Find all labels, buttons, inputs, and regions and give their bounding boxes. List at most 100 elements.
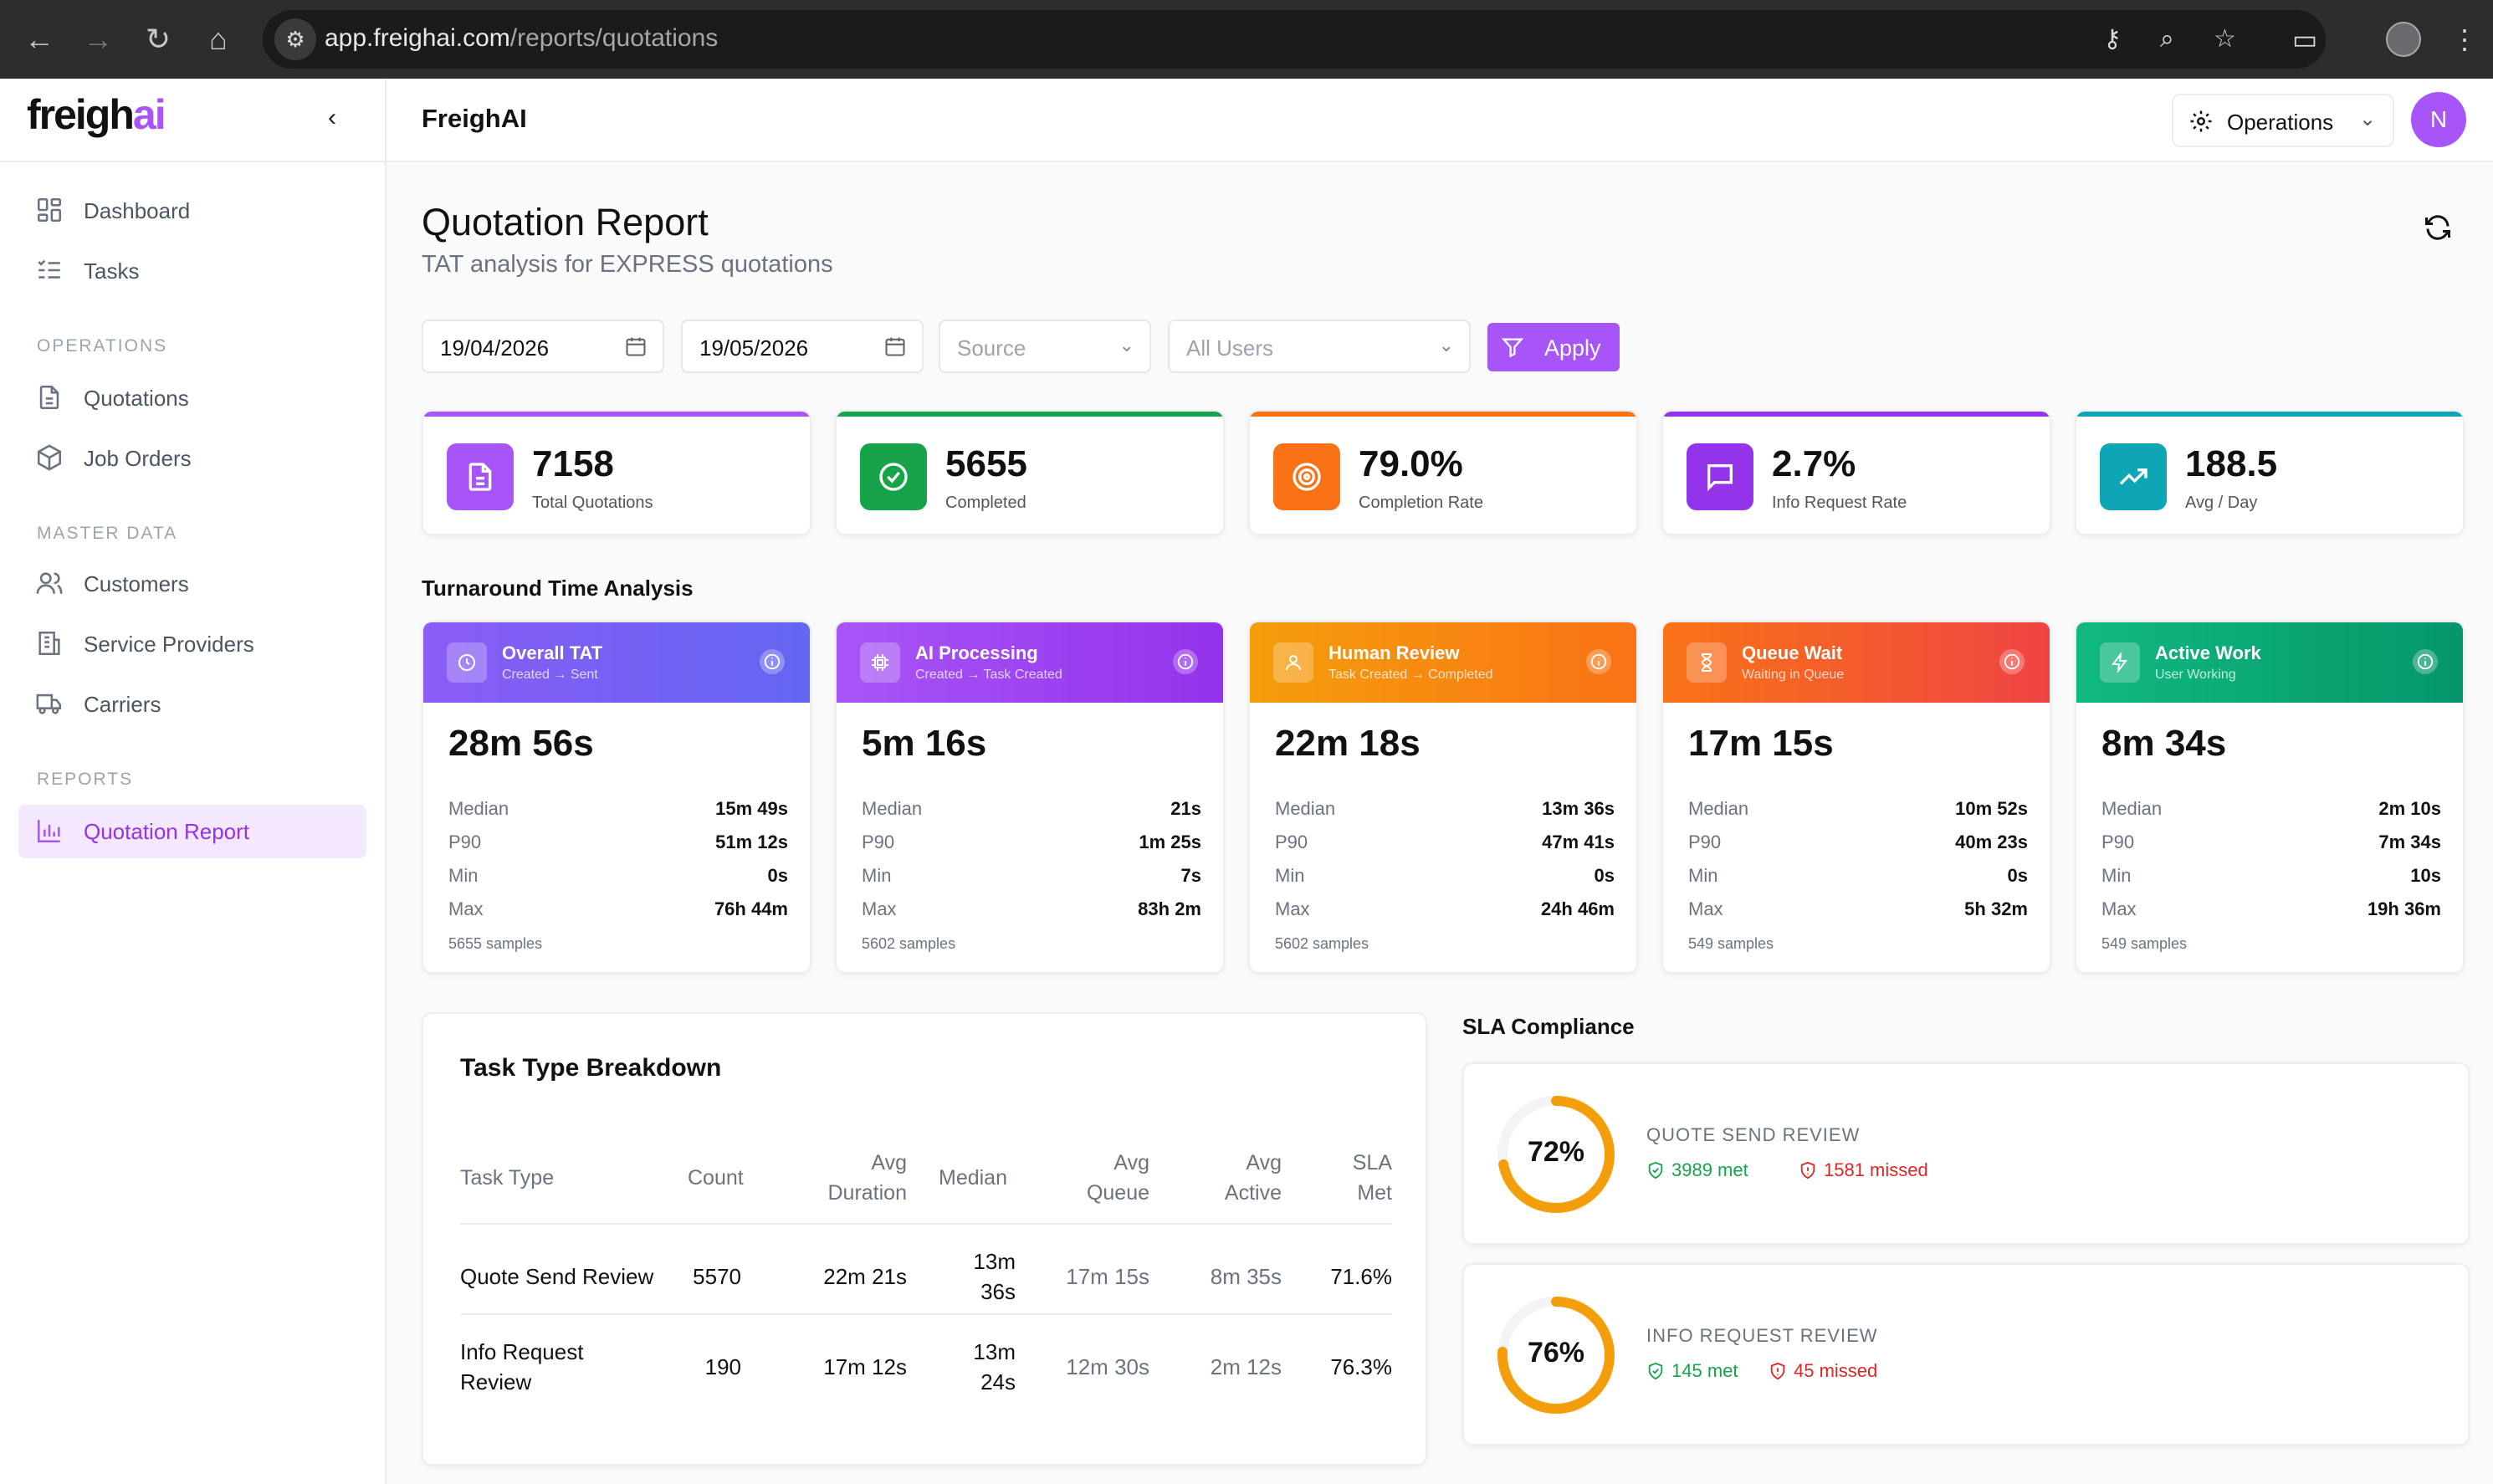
col-header-avg-duration: Avg Duration: [827, 1151, 908, 1205]
sla-met: 3989 met: [1646, 1159, 1748, 1181]
stat-card-total-quotations: 7158 Total Quotations: [422, 410, 811, 535]
refresh-icon[interactable]: [2423, 212, 2453, 243]
user-avatar[interactable]: N: [2411, 92, 2466, 147]
menu-dots-icon[interactable]: ⋮: [2451, 24, 2478, 54]
check-circle-icon: [860, 443, 927, 510]
date-from-input[interactable]: 19/04/2026: [422, 320, 664, 373]
breakdown-title: Task Type Breakdown: [460, 1054, 722, 1082]
tat-section-title: Turnaround Time Analysis: [422, 576, 694, 601]
shield-alert-icon: [1770, 1362, 1785, 1380]
page-title: Quotation Report: [422, 201, 709, 243]
tasks-icon: [38, 259, 60, 279]
sidebar-item-tasks[interactable]: Tasks: [18, 244, 366, 298]
p90-label: P90: [2101, 832, 2135, 852]
min-label: Min: [2101, 865, 2132, 886]
reload-icon[interactable]: ↻: [145, 22, 171, 56]
sidebar-item-label: Job Orders: [84, 446, 192, 471]
logo[interactable]: freighai: [27, 91, 166, 138]
section-title-operations: OPERATIONS: [37, 336, 168, 356]
sidebar-item-carriers[interactable]: Carriers: [18, 678, 366, 731]
tat-card-queue-wait: Queue Wait Waiting in Queue 17m 15s Medi…: [1661, 621, 2051, 974]
users-placeholder: All Users: [1186, 335, 1274, 361]
info-icon[interactable]: [2413, 649, 2438, 674]
collapse-sidebar-icon[interactable]: ‹: [328, 104, 336, 131]
tat-card-title: AI Processing: [915, 642, 1038, 663]
workspace-label: Operations: [2227, 110, 2334, 135]
sidebar-item-label: Quotation Report: [84, 819, 250, 844]
url-text[interactable]: app.freighai.com/reports/quotations: [325, 24, 719, 52]
tat-card-ai-processing: AI Processing Created → Task Created 5m …: [835, 621, 1225, 974]
cell-avg-duration: 17m 12s: [823, 1354, 907, 1379]
users-select[interactable]: All Users ⌄: [1168, 320, 1471, 373]
sidebar-item-label: Carriers: [84, 692, 161, 717]
chevron-down-icon: ⌄: [1119, 335, 1134, 356]
stat-card-completion-rate: 79.0% Completion Rate: [1248, 410, 1638, 535]
sidebar-item-label: Dashboard: [84, 198, 191, 223]
zoom-icon[interactable]: ⌕: [2160, 25, 2174, 53]
max-label: Max: [448, 898, 484, 919]
site-info-icon[interactable]: ⚙: [274, 18, 316, 60]
cell-avg-active: 8m 35s: [1210, 1264, 1282, 1289]
info-icon[interactable]: [1999, 649, 2025, 674]
tat-card-desc: Created → Task Created: [915, 668, 1062, 682]
key-icon[interactable]: ⚷: [2103, 25, 2122, 53]
lightning-icon: [2100, 642, 2140, 683]
address-bar[interactable]: ⚙ app.freighai.com/reports/quotations ⚷ …: [263, 10, 2326, 69]
forward-icon[interactable]: →: [83, 22, 113, 56]
trending-up-icon: [2100, 443, 2167, 510]
tat-card-title: Queue Wait: [1742, 642, 1843, 663]
building-icon: [38, 631, 60, 656]
shield-alert-icon: [1800, 1161, 1815, 1180]
tat-card-desc: User Working: [2155, 668, 2236, 682]
sidebar-item-dashboard[interactable]: Dashboard: [18, 184, 366, 238]
workspace-selector[interactable]: Operations ⌄: [2172, 94, 2394, 147]
tat-card-desc: Task Created → Completed: [1328, 668, 1493, 682]
col-header-count: Count: [688, 1166, 744, 1190]
sidebar-item-label: Tasks: [84, 258, 140, 284]
sidebar-item-service-providers[interactable]: Service Providers: [18, 617, 366, 671]
calendar-icon: [626, 337, 646, 356]
median-label: Median: [448, 798, 509, 819]
home-icon[interactable]: ⌂: [209, 22, 228, 56]
tat-card-active-work: Active Work User Working 8m 34s Median 2m…: [2075, 621, 2465, 974]
gear-icon: [2190, 110, 2212, 132]
sample-count: 549 samples: [2101, 935, 2188, 952]
sidebar-item-job-orders[interactable]: Job Orders: [18, 432, 366, 485]
min-value: 7s: [1180, 865, 1201, 886]
info-icon[interactable]: [1173, 649, 1198, 674]
tab-search-icon[interactable]: ▭: [2292, 24, 2318, 54]
sla-progress-ring: [1497, 1297, 1615, 1414]
cell-median: 13m 36s: [973, 1249, 1016, 1304]
apply-button[interactable]: Apply: [1487, 323, 1620, 371]
sample-count: 5602 samples: [1275, 935, 1369, 952]
bookmark-star-icon[interactable]: ☆: [2214, 25, 2236, 53]
sla-percent: 76%: [1527, 1337, 1585, 1369]
profile-avatar[interactable]: [2386, 22, 2421, 57]
source-select[interactable]: Source ⌄: [939, 320, 1151, 373]
bar-chart-icon: [37, 820, 60, 843]
tat-value: 22m 18s: [1275, 723, 1421, 764]
stat-label: Info Request Rate: [1772, 494, 1907, 512]
main-content: Quotation Report TAT analysis for EXPRES…: [386, 164, 2493, 1484]
info-icon[interactable]: [760, 649, 785, 674]
cell-avg-active: 2m 12s: [1210, 1354, 1282, 1379]
truck-icon: [36, 693, 62, 714]
cell-avg-queue: 17m 15s: [1066, 1264, 1149, 1289]
sidebar-item-label: Customers: [84, 571, 189, 596]
date-to-input[interactable]: 19/05/2026: [681, 320, 924, 373]
median-value: 15m 49s: [715, 798, 788, 819]
stat-value: 7158: [532, 443, 614, 484]
p90-value: 40m 23s: [1955, 832, 2028, 852]
min-label: Min: [448, 865, 479, 886]
median-value: 13m 36s: [1542, 798, 1615, 819]
back-icon[interactable]: ←: [24, 22, 54, 56]
sidebar-item-quotation-report[interactable]: Quotation Report: [18, 805, 366, 858]
stat-value: 188.5: [2185, 443, 2278, 484]
sidebar-item-customers[interactable]: Customers: [18, 557, 366, 611]
tat-value: 5m 16s: [862, 723, 987, 764]
stat-value: 79.0%: [1359, 443, 1463, 484]
stat-label: Completed: [945, 494, 1026, 512]
sla-missed: 1581 missed: [1799, 1159, 1928, 1181]
info-icon[interactable]: [1586, 649, 1611, 674]
sidebar-item-quotations[interactable]: Quotations: [18, 371, 366, 425]
